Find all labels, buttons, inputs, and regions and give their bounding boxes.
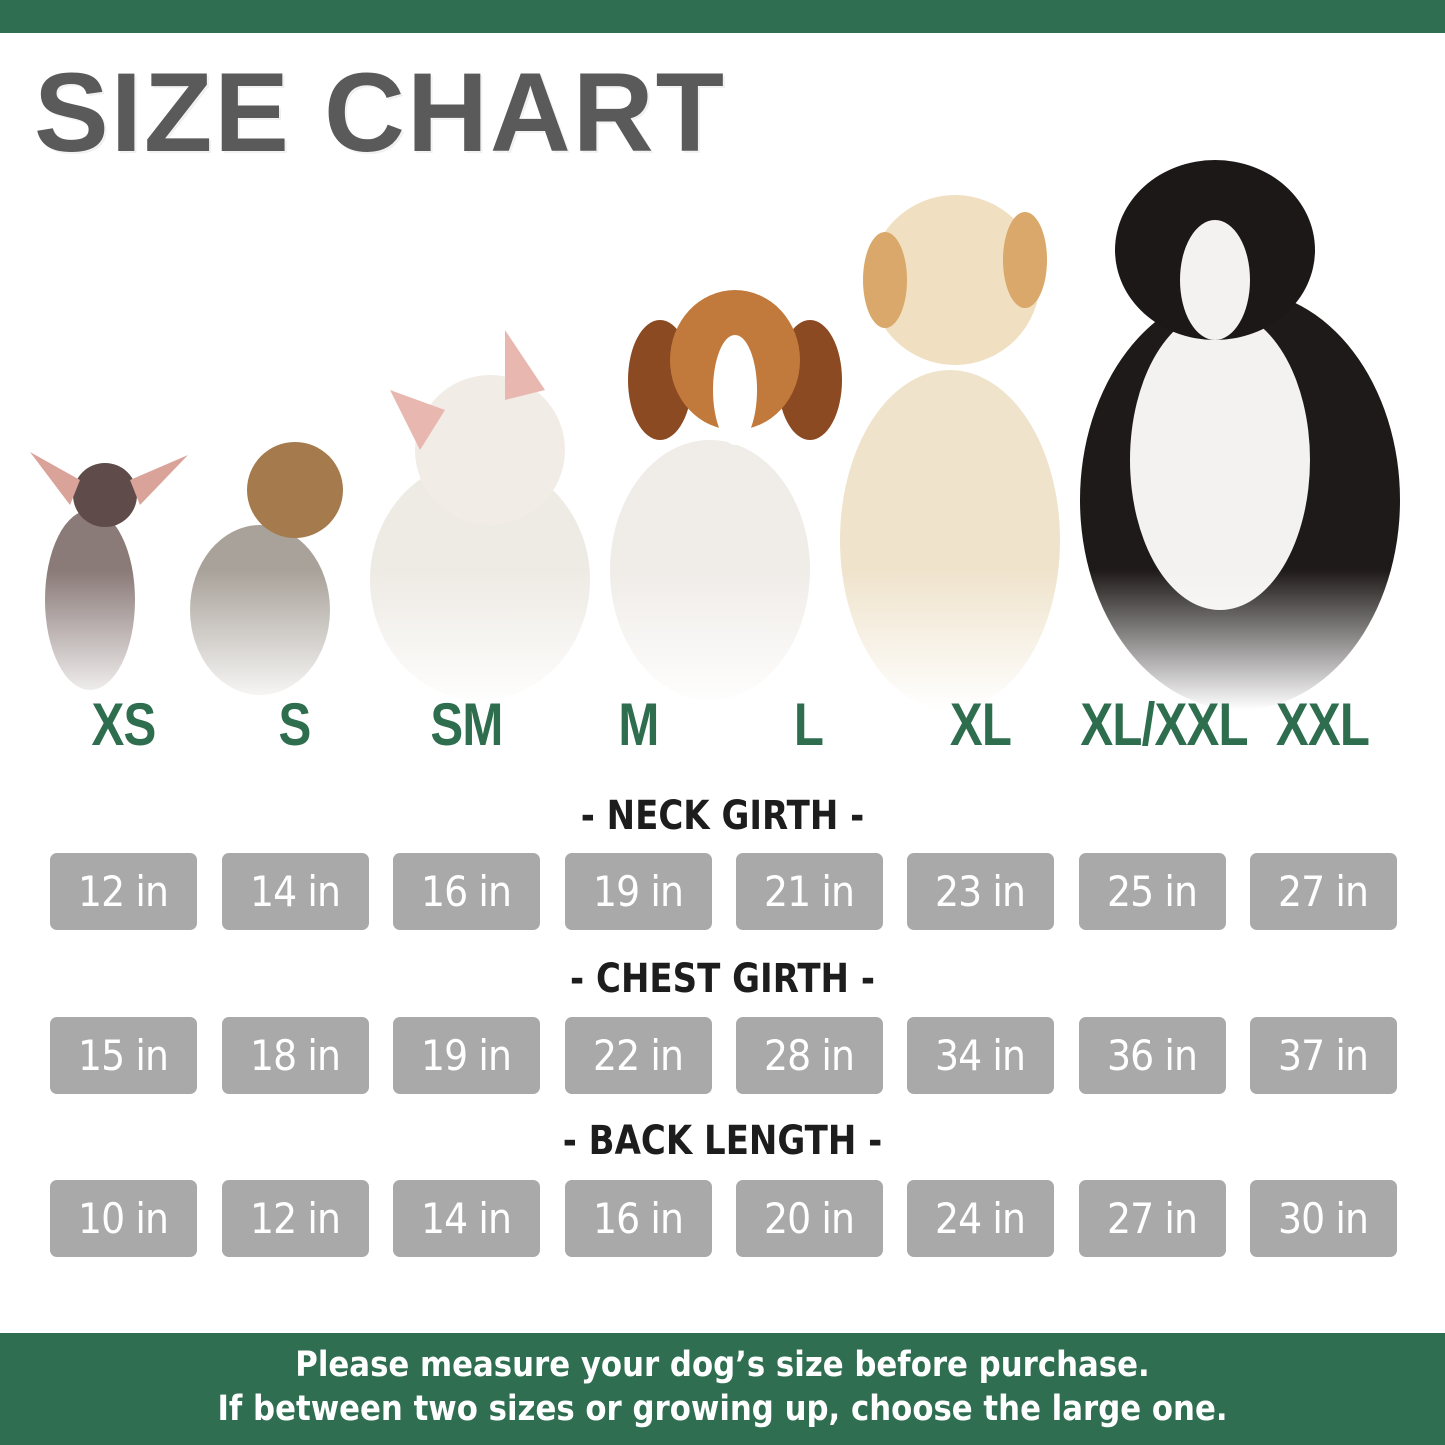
neck-girth-cell: 21 in	[736, 853, 883, 930]
back-length-value: 12 in	[250, 1194, 341, 1243]
back-length-value: 20 in	[764, 1194, 855, 1243]
chest-girth-cell: 22 in	[565, 1017, 712, 1094]
back-length-cell: 12 in	[222, 1180, 369, 1257]
neck-girth-value: 16 in	[421, 867, 512, 916]
neck-girth-value: 27 in	[1278, 867, 1369, 916]
back-length-value: 27 in	[1107, 1194, 1198, 1243]
back-length-value: 30 in	[1278, 1194, 1369, 1243]
neck-girth-value: 21 in	[764, 867, 855, 916]
neck-girth-heading: - NECK GIRTH -	[580, 793, 865, 839]
chest-girth-cell: 28 in	[736, 1017, 883, 1094]
neck-girth-cell: 12 in	[50, 853, 197, 930]
back-length-cell: 27 in	[1079, 1180, 1226, 1257]
top-banner	[0, 0, 1445, 33]
size-label-l: L	[793, 691, 824, 758]
back-length-cell: 24 in	[907, 1180, 1054, 1257]
back-length-value: 24 in	[935, 1194, 1026, 1243]
neck-girth-value: 19 in	[593, 867, 684, 916]
size-label-xl: XL	[949, 691, 1012, 758]
back-length-cell: 14 in	[393, 1180, 540, 1257]
neck-girth-value: 14 in	[250, 867, 341, 916]
chest-girth-cell: 34 in	[907, 1017, 1054, 1094]
chest-girth-value: 37 in	[1278, 1031, 1369, 1080]
back-length-cell: 10 in	[50, 1180, 197, 1257]
size-label-m: M	[618, 691, 659, 758]
chest-girth-cell: 36 in	[1079, 1017, 1226, 1094]
size-label-xs: XS	[91, 691, 156, 758]
footer-line-1: Please measure your dog’s size before pu…	[295, 1345, 1150, 1385]
chest-girth-value: 18 in	[250, 1031, 341, 1080]
chest-girth-value: 15 in	[78, 1031, 169, 1080]
neck-girth-cell: 25 in	[1079, 853, 1226, 930]
neck-girth-value: 25 in	[1107, 867, 1198, 916]
back-length-value: 14 in	[421, 1194, 512, 1243]
chest-girth-cell: 15 in	[50, 1017, 197, 1094]
chest-girth-value: 36 in	[1107, 1031, 1198, 1080]
neck-girth-cell: 19 in	[565, 853, 712, 930]
chest-girth-heading: - CHEST GIRTH -	[570, 956, 875, 1002]
chest-girth-value: 22 in	[593, 1031, 684, 1080]
dog-photos	[0, 150, 1445, 710]
size-label-s: S	[278, 691, 311, 758]
size-label-sm: SM	[430, 691, 503, 758]
chest-girth-value: 34 in	[935, 1031, 1026, 1080]
back-length-value: 10 in	[78, 1194, 169, 1243]
size-label-xl-xxl: XL/XXL	[1080, 691, 1248, 758]
neck-girth-cell: 16 in	[393, 853, 540, 930]
back-length-cell: 20 in	[736, 1180, 883, 1257]
back-length-cell: 30 in	[1250, 1180, 1397, 1257]
chest-girth-value: 19 in	[421, 1031, 512, 1080]
neck-girth-cell: 14 in	[222, 853, 369, 930]
chest-girth-cell: 18 in	[222, 1017, 369, 1094]
chest-girth-cell: 37 in	[1250, 1017, 1397, 1094]
back-length-value: 16 in	[593, 1194, 684, 1243]
chest-girth-cell: 19 in	[393, 1017, 540, 1094]
chest-girth-value: 28 in	[764, 1031, 855, 1080]
back-length-heading: - BACK LENGTH -	[562, 1118, 883, 1164]
footer-banner: Please measure your dog’s size before pu…	[0, 1333, 1445, 1445]
footer-line-2: If between two sizes or growing up, choo…	[217, 1389, 1228, 1429]
neck-girth-value: 12 in	[78, 867, 169, 916]
size-label-xxl: XXL	[1275, 691, 1370, 758]
back-length-cell: 16 in	[565, 1180, 712, 1257]
neck-girth-value: 23 in	[935, 867, 1026, 916]
neck-girth-cell: 23 in	[907, 853, 1054, 930]
neck-girth-cell: 27 in	[1250, 853, 1397, 930]
